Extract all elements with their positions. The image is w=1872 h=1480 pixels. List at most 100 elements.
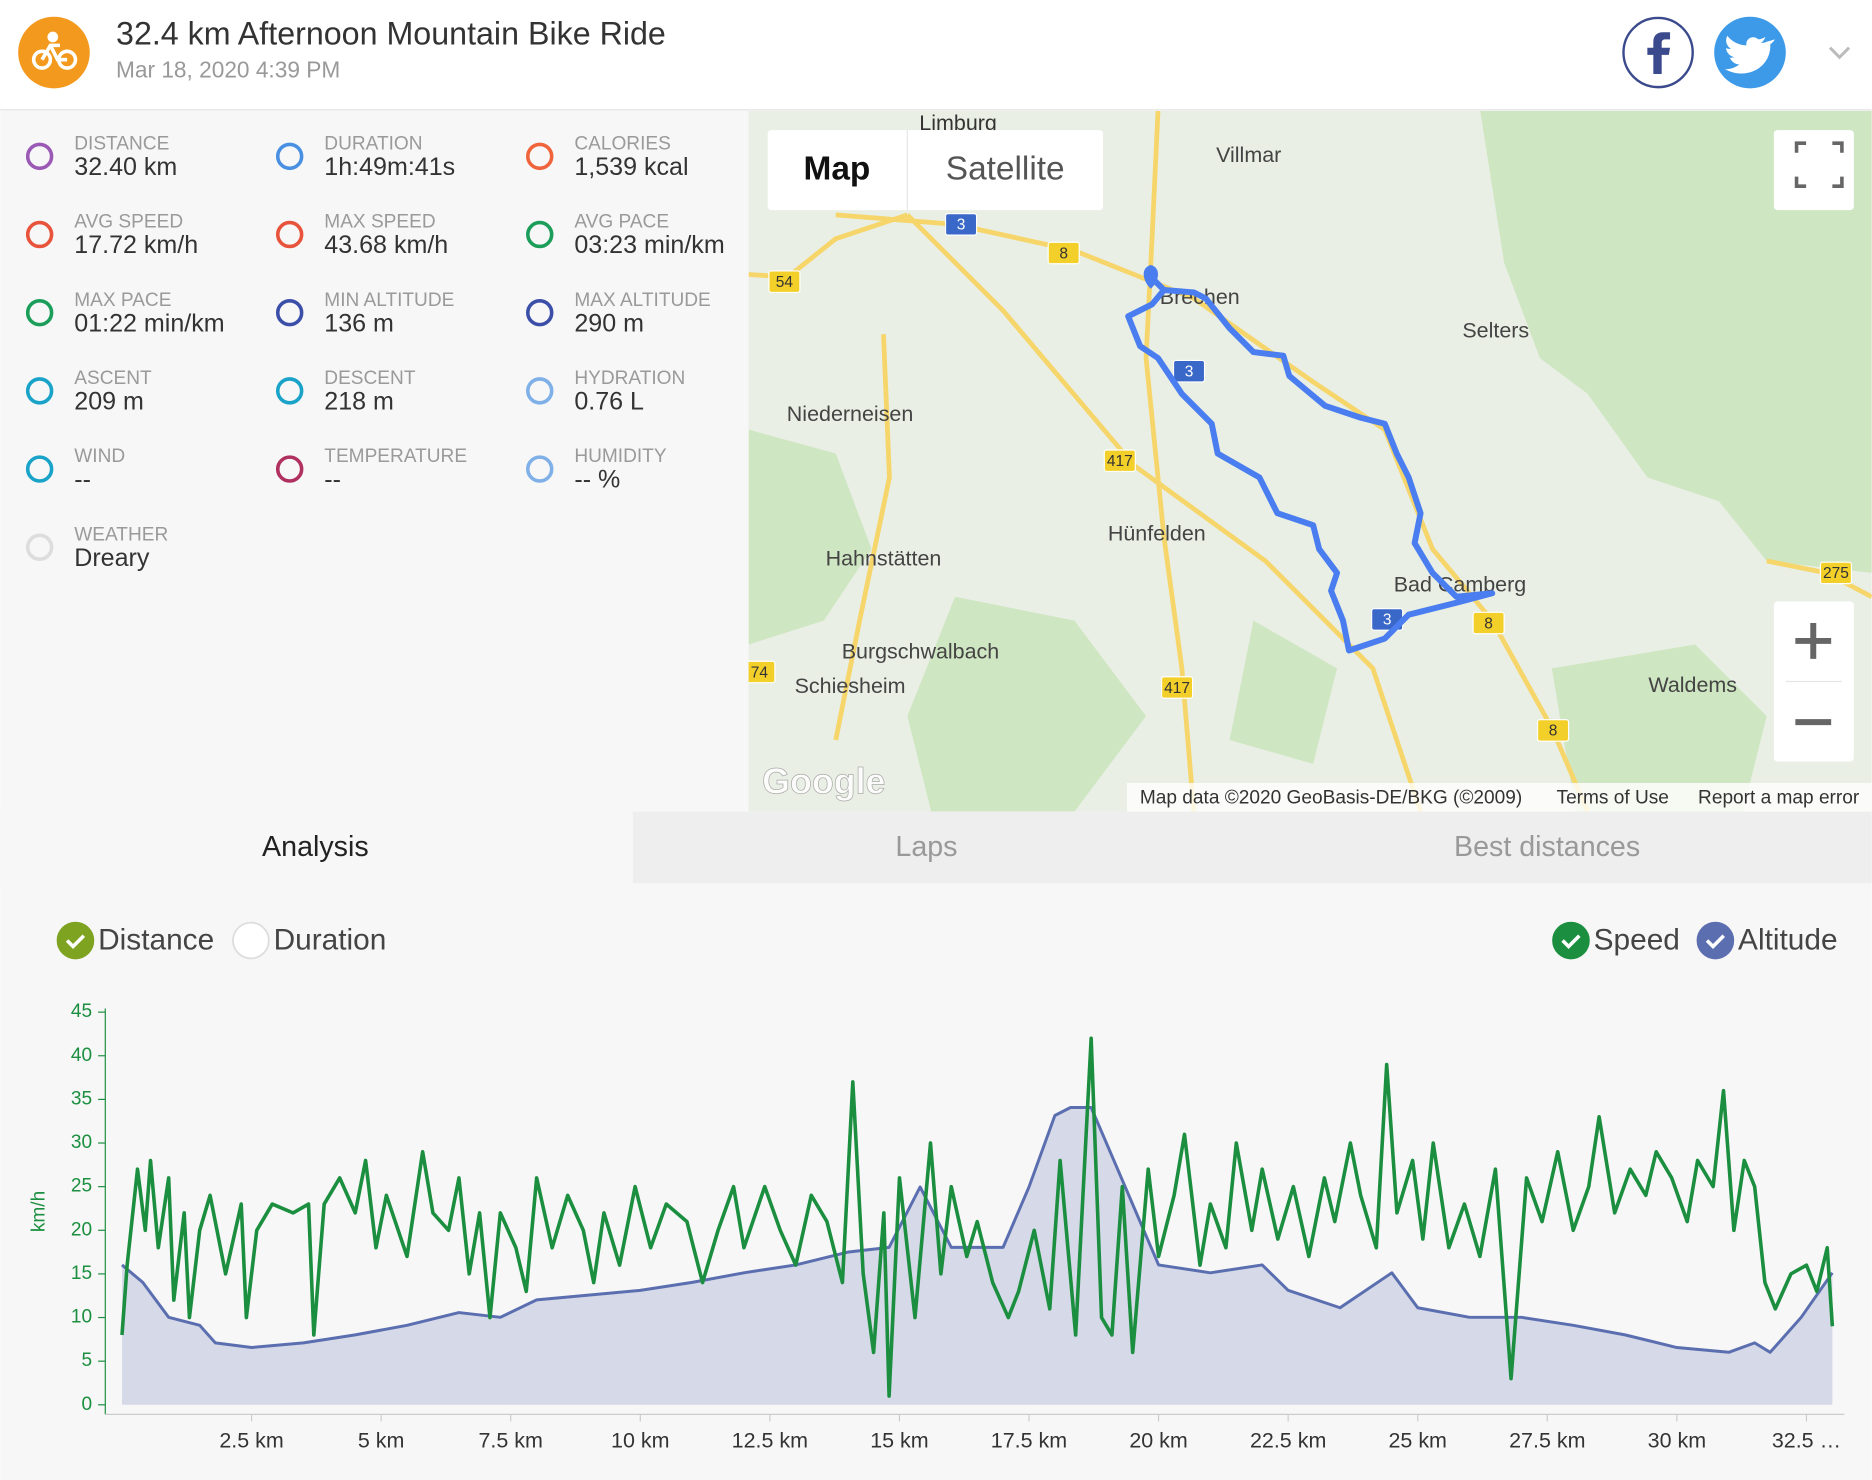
stat-icon	[526, 455, 554, 483]
road-number: 417	[1164, 680, 1190, 697]
road-badge	[1536, 719, 1570, 742]
stat-label: ASCENT	[74, 368, 152, 389]
y-tick-label: 35	[71, 1088, 92, 1109]
road-badge	[768, 270, 801, 294]
x-tick-label: 32.5 …	[1772, 1428, 1841, 1452]
map-mode[interactable]: Satellite	[946, 151, 1065, 188]
stat-value: 03:23 min/km	[574, 231, 724, 259]
altitude-area	[122, 1107, 1833, 1405]
stat-icon	[25, 298, 54, 327]
stat-icon	[275, 142, 304, 171]
map-type-control[interactable]	[767, 130, 1104, 211]
speed-line	[120, 1036, 1835, 1398]
twitter-button[interactable]	[1714, 16, 1786, 89]
stat-label: MAX PACE	[74, 290, 171, 311]
toggle-label[interactable]: Distance	[98, 924, 214, 957]
stat-label: MAX SPEED	[324, 212, 435, 233]
x-tick-label: 7.5 km	[478, 1428, 542, 1452]
toggle-label[interactable]: Altitude	[1738, 924, 1838, 957]
stat-icon	[25, 142, 54, 171]
stat-label: HYDRATION	[574, 368, 685, 389]
toggle-box[interactable]	[1696, 921, 1735, 960]
active-tab	[0, 811, 633, 884]
road-number: 3	[1185, 363, 1194, 380]
stat-icon	[25, 220, 54, 249]
check-mark	[1561, 934, 1581, 950]
map-report[interactable]: Report a map error	[1698, 788, 1860, 809]
stat-icon	[526, 377, 554, 405]
road-number: 3	[1383, 612, 1392, 629]
y-axis-label: km/h	[29, 1191, 50, 1232]
x-tick-label: 10 km	[611, 1428, 669, 1452]
stat-icon	[275, 377, 304, 405]
tab[interactable]: Laps	[895, 831, 957, 863]
tab[interactable]: Best distances	[1454, 831, 1640, 863]
road-badge	[748, 660, 776, 684]
place-label: Selters	[1462, 318, 1529, 342]
check-mark	[1705, 934, 1726, 950]
y-tick-label: 15	[71, 1263, 92, 1284]
date: Mar 18, 2020 4:39 PM	[116, 57, 340, 83]
map-mode[interactable]: Map	[804, 151, 871, 188]
road-badge	[1103, 449, 1136, 473]
x-tick-label: 30 km	[1648, 1428, 1706, 1452]
facebook-button[interactable]	[1622, 16, 1694, 89]
y-tick-label: 40	[71, 1045, 92, 1066]
stat-value: 1h:49m:41s	[324, 153, 455, 181]
fullscreen-button[interactable]	[1773, 130, 1854, 211]
place-label: Limburg	[919, 111, 997, 135]
stat-label: MIN ALTITUDE	[324, 290, 454, 311]
road-badge	[1172, 359, 1206, 383]
expand-chevron[interactable]	[1828, 46, 1851, 60]
stat-icon	[275, 220, 304, 249]
road-number: 3	[957, 217, 966, 234]
x-tick-label: 5 km	[358, 1428, 405, 1452]
toggle-box[interactable]	[1552, 921, 1590, 960]
stat-label: WEATHER	[74, 524, 168, 545]
stat-icon	[275, 455, 304, 483]
zoom-control[interactable]	[1773, 601, 1854, 762]
road-number: 417	[1107, 453, 1133, 470]
toggle-box[interactable]	[56, 921, 95, 960]
map-forest	[748, 111, 1872, 812]
road-number: 74	[751, 664, 769, 681]
stat-value: 0.76 L	[574, 387, 644, 415]
stat-label: DISTANCE	[74, 133, 169, 154]
stat-label: DURATION	[324, 133, 422, 154]
stat-value: Dreary	[74, 544, 150, 572]
stat-value: -- %	[574, 466, 620, 494]
stat-value: 290 m	[574, 309, 644, 337]
toggle-box[interactable]	[232, 921, 270, 960]
place-label: Hahnstätten	[826, 546, 942, 570]
stat-icon	[25, 533, 54, 561]
x-tick-label: 25 km	[1388, 1428, 1446, 1452]
toggle-label[interactable]: Duration	[274, 924, 387, 957]
road-number: 275	[1823, 565, 1849, 582]
map[interactable]: Limburg Villmar Brechen Selters Niederne…	[744, 111, 1872, 812]
stat-icon	[25, 455, 54, 483]
x-tick-label: 17.5 km	[991, 1428, 1067, 1452]
stat-label: AVG SPEED	[74, 212, 183, 233]
place-label: Bad Camberg	[1394, 573, 1526, 597]
road-badge	[1819, 561, 1853, 585]
place-label: Schiesheim	[795, 674, 906, 698]
stat-icon	[526, 220, 554, 249]
stat-label: DESCENT	[324, 368, 416, 389]
road-number: 8	[1549, 723, 1558, 740]
altitude-line	[121, 1106, 1834, 1354]
toggle-label[interactable]: Speed	[1594, 924, 1680, 957]
x-tick-label: 15 km	[870, 1428, 928, 1452]
map-terms[interactable]: Terms of Use	[1557, 788, 1669, 809]
start-marker	[1143, 264, 1158, 289]
stat-icon	[275, 298, 304, 327]
y-tick-label: 30	[71, 1132, 92, 1153]
map-logo: Google	[762, 762, 885, 802]
road-number: 8	[1059, 245, 1068, 262]
stat-value: 01:22 min/km	[74, 309, 224, 337]
stat-label: AVG PACE	[574, 212, 669, 233]
tab[interactable]: Analysis	[262, 831, 369, 863]
stat-label: TEMPERATURE	[324, 446, 467, 467]
stat-value: 43.68 km/h	[324, 231, 448, 259]
stat-value: --	[324, 466, 341, 494]
